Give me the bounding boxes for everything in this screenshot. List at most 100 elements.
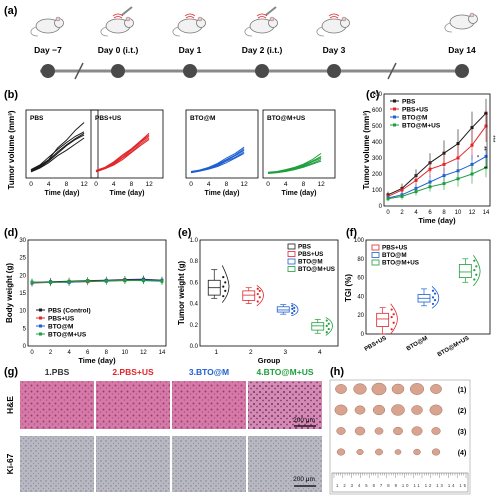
data-point <box>222 295 225 298</box>
b-subplot-title: PBS+US <box>95 115 122 122</box>
legend-label: BTO@M+US <box>402 123 441 130</box>
y-tick-label: 100 <box>372 188 383 194</box>
data-point <box>433 292 437 295</box>
data-point <box>470 126 474 130</box>
x-tick-label: 6 <box>86 350 90 356</box>
data-point <box>49 280 53 284</box>
tumor-sample <box>353 383 367 395</box>
y-tick-label: 1.0 <box>190 238 199 244</box>
histology-row-label: H&E <box>5 396 15 414</box>
xlabel: Group <box>258 356 281 365</box>
panel-label-h: (h) <box>330 366 344 378</box>
data-point <box>256 300 259 303</box>
timeline-day-label: Day 1 <box>179 45 202 55</box>
box-body <box>376 312 390 327</box>
scale-bar-label: 200 μm <box>293 476 315 483</box>
y-tick-label: 0 <box>379 204 383 210</box>
legend-label: BTO@M <box>382 252 407 259</box>
y-tick-label: 20 <box>357 313 364 319</box>
ultrasound-icon <box>185 16 195 19</box>
b-tick-label: 8 <box>65 181 69 188</box>
data-point <box>256 292 259 296</box>
b-tick-label: 4 <box>207 181 211 188</box>
timeline-dot <box>255 64 269 78</box>
significance-bracket <box>484 112 488 168</box>
panel-d: (d) Body weight (g) 0 5 10 15 20 25 30 0 2 4 6 8 10 1… <box>4 227 167 365</box>
data-point <box>327 327 330 331</box>
y-tick-label: 25 <box>19 256 26 262</box>
b-subplot-title: BTO@M+US <box>267 115 306 122</box>
y-tick-label: 500 <box>372 124 383 130</box>
timeline-dot <box>183 64 197 78</box>
data-point <box>470 143 474 147</box>
legend-label: BTO@M <box>298 259 323 266</box>
y-tick-label: 80 <box>357 257 364 263</box>
data-point <box>258 289 261 292</box>
significance-label: *** <box>489 135 495 143</box>
legend-marker <box>39 316 42 320</box>
x-tick-label: 2 <box>400 210 404 216</box>
histology-row-label: Ki-67 <box>5 453 15 474</box>
mouse-icon <box>30 16 64 37</box>
timeline-day-label: Day −7 <box>34 45 62 55</box>
tumor-sample <box>409 383 425 395</box>
violin-curve <box>473 255 481 287</box>
y-tick-label: 60 <box>357 276 364 282</box>
data-point <box>291 312 294 315</box>
x-tick-label: 8 <box>105 350 109 356</box>
axes-frame <box>199 239 339 347</box>
b-tick-label: 0 <box>266 181 270 188</box>
legend-label: BTO@M <box>402 115 427 122</box>
data-point <box>327 322 330 325</box>
data-point <box>431 296 435 299</box>
legend-label: PBS <box>298 244 311 251</box>
data-point <box>222 276 225 279</box>
x-tick-label: 14 <box>159 350 166 356</box>
mouse-icon <box>100 6 134 37</box>
panel-label-e: (e) <box>178 227 192 239</box>
data-point <box>67 280 71 284</box>
data-point <box>442 174 446 178</box>
x-tick-label: 4 <box>67 350 71 356</box>
data-point <box>222 285 225 288</box>
timeline-break <box>387 62 397 80</box>
b-subplot-frame <box>25 109 99 179</box>
data-point <box>293 306 296 309</box>
y-tick-label: 0.4 <box>190 302 199 308</box>
b-tick-label: 8 <box>302 181 306 188</box>
x-tick-label: BTO@M <box>406 336 429 353</box>
x-tick-label: 2 <box>49 350 53 356</box>
tumor-sample <box>431 427 441 435</box>
b-series-line <box>30 134 85 172</box>
tumor-sample <box>372 404 386 416</box>
legend-marker <box>393 107 396 111</box>
data-point <box>224 281 227 284</box>
b-tick-label: 12 <box>318 181 326 188</box>
data-point <box>470 172 474 176</box>
series-line <box>387 155 487 199</box>
data-point <box>431 289 435 292</box>
ruler-label: 1 2 3 4 5 6 7 8 9 10 11 12 13 14 15 <box>336 483 467 488</box>
mouse-icon <box>172 13 206 37</box>
b-tick-label: 0 <box>189 181 193 188</box>
data-point <box>291 307 294 310</box>
b-tick-label: 8 <box>130 181 134 188</box>
tumor-sample <box>393 426 403 436</box>
he-image <box>20 381 94 429</box>
y-tick-label: 600 <box>372 108 383 114</box>
tumor-sample <box>374 427 384 435</box>
histology-column-title: 3.BTO@M <box>189 367 229 377</box>
ki67-image <box>96 436 170 492</box>
tumor-sample <box>430 384 442 394</box>
data-point <box>123 278 127 282</box>
b-subplot-frame <box>90 109 164 179</box>
panel-label-a: (a) <box>4 5 18 17</box>
panel-c: (c) Tumor volume (mm³) 01002003004005006… <box>362 89 495 225</box>
y-tick-label: 400 <box>372 140 383 146</box>
d-ylabel: Body weight (g) <box>5 263 14 323</box>
x-tick-label: PBS+US <box>364 336 388 353</box>
tumor-sample <box>336 448 346 456</box>
tumor-sample <box>411 426 423 436</box>
legend-marker <box>393 99 396 103</box>
